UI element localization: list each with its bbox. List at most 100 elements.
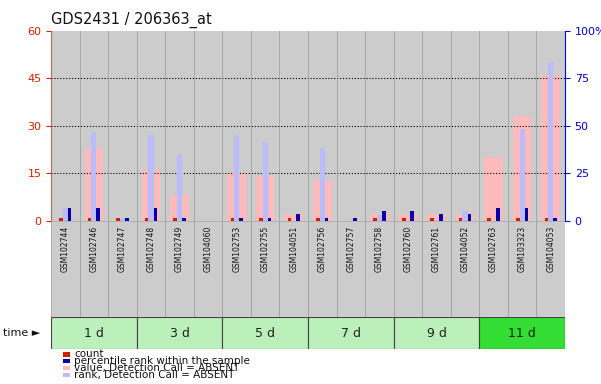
- Bar: [487, 218, 491, 221]
- Text: GSM102744: GSM102744: [61, 226, 70, 272]
- Bar: [308, 31, 337, 221]
- Text: 7 d: 7 d: [341, 327, 361, 339]
- Bar: [377, 215, 382, 221]
- Bar: [148, 135, 154, 221]
- Text: GSM104051: GSM104051: [289, 226, 298, 272]
- Bar: [451, 221, 479, 317]
- Text: GSM104052: GSM104052: [460, 226, 469, 272]
- Text: 11 d: 11 d: [508, 327, 536, 339]
- Bar: [51, 221, 79, 317]
- Text: GSM102757: GSM102757: [346, 226, 355, 272]
- Bar: [239, 218, 243, 221]
- Bar: [402, 218, 406, 221]
- Bar: [468, 214, 471, 221]
- Bar: [430, 218, 434, 221]
- Bar: [51, 31, 79, 221]
- Bar: [370, 214, 389, 221]
- Bar: [373, 218, 377, 221]
- Bar: [68, 208, 72, 221]
- Text: count: count: [74, 349, 103, 359]
- Bar: [165, 31, 194, 221]
- Bar: [422, 221, 451, 317]
- Bar: [267, 218, 271, 221]
- Text: 5 d: 5 d: [255, 327, 275, 339]
- Text: percentile rank within the sample: percentile rank within the sample: [74, 356, 250, 366]
- Bar: [125, 218, 129, 221]
- Bar: [153, 208, 157, 221]
- Bar: [256, 177, 275, 221]
- Bar: [337, 31, 365, 221]
- Bar: [548, 63, 554, 221]
- Bar: [136, 221, 165, 317]
- Bar: [91, 132, 97, 221]
- Bar: [479, 318, 565, 349]
- Bar: [59, 218, 63, 221]
- Bar: [165, 221, 194, 317]
- Bar: [508, 221, 536, 317]
- Text: GSM102747: GSM102747: [118, 226, 127, 272]
- Bar: [536, 31, 565, 221]
- Bar: [136, 318, 222, 349]
- Bar: [508, 31, 536, 221]
- Bar: [439, 214, 442, 221]
- Bar: [234, 135, 239, 221]
- Bar: [479, 31, 508, 221]
- Text: GSM102760: GSM102760: [403, 226, 412, 272]
- Bar: [451, 31, 479, 221]
- Bar: [410, 211, 414, 221]
- Text: GDS2431 / 206363_at: GDS2431 / 206363_at: [51, 12, 212, 28]
- Bar: [316, 218, 320, 221]
- Bar: [398, 214, 417, 221]
- Bar: [279, 221, 308, 317]
- Text: 1 d: 1 d: [84, 327, 104, 339]
- Bar: [536, 221, 565, 317]
- Bar: [513, 116, 531, 221]
- Text: GSM102748: GSM102748: [147, 226, 156, 272]
- Bar: [394, 31, 422, 221]
- Bar: [177, 154, 182, 221]
- Bar: [222, 318, 308, 349]
- Bar: [519, 129, 525, 221]
- Bar: [325, 218, 328, 221]
- Bar: [170, 195, 189, 221]
- Bar: [251, 31, 279, 221]
- Bar: [142, 170, 160, 221]
- Bar: [516, 218, 520, 221]
- Bar: [79, 31, 108, 221]
- Bar: [459, 218, 463, 221]
- Bar: [308, 318, 394, 349]
- Bar: [382, 211, 385, 221]
- Bar: [96, 208, 100, 221]
- Bar: [545, 218, 548, 221]
- Text: time ►: time ►: [3, 328, 40, 338]
- Text: GSM103323: GSM103323: [517, 226, 526, 272]
- Bar: [422, 31, 451, 221]
- Text: GSM102749: GSM102749: [175, 226, 184, 272]
- Bar: [251, 221, 279, 317]
- Bar: [79, 221, 108, 317]
- Bar: [108, 221, 136, 317]
- Bar: [394, 318, 479, 349]
- Text: value, Detection Call = ABSENT: value, Detection Call = ABSENT: [74, 363, 239, 373]
- Bar: [427, 214, 446, 221]
- Bar: [365, 31, 394, 221]
- Bar: [553, 218, 557, 221]
- Bar: [365, 221, 394, 317]
- Bar: [222, 31, 251, 221]
- Bar: [182, 218, 186, 221]
- Text: GSM102756: GSM102756: [318, 226, 327, 272]
- Bar: [85, 148, 103, 221]
- Bar: [320, 148, 325, 221]
- Bar: [227, 173, 246, 221]
- Bar: [284, 214, 303, 221]
- Bar: [456, 214, 474, 221]
- Text: GSM104053: GSM104053: [546, 226, 555, 272]
- Bar: [222, 221, 251, 317]
- Bar: [484, 157, 503, 221]
- Bar: [194, 221, 222, 317]
- Bar: [496, 208, 499, 221]
- Text: 9 d: 9 d: [427, 327, 447, 339]
- Bar: [194, 31, 222, 221]
- Bar: [117, 218, 120, 221]
- Text: GSM102761: GSM102761: [432, 226, 441, 272]
